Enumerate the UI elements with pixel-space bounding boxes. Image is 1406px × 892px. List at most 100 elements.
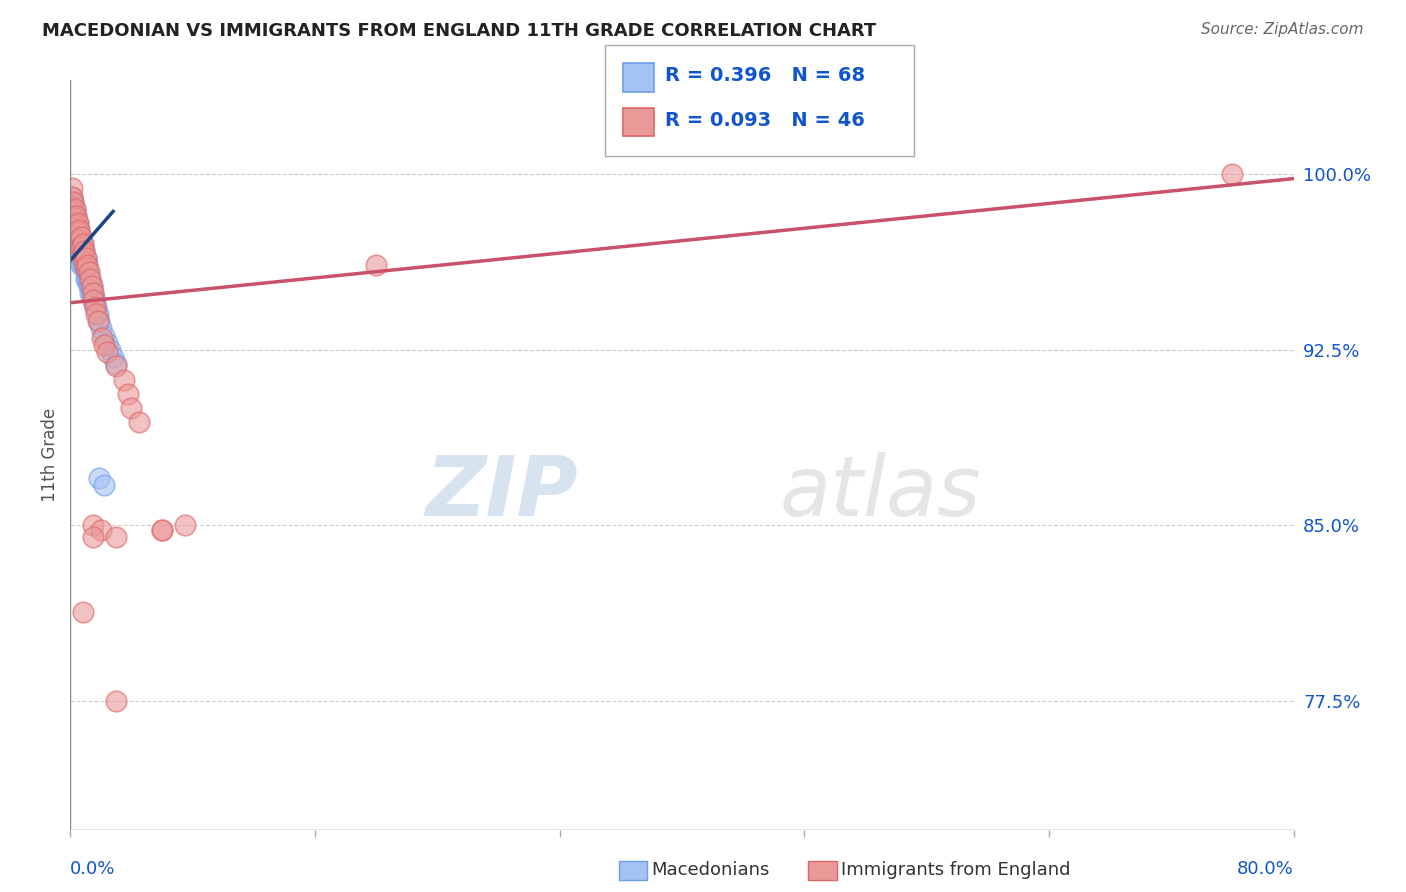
Point [79,272,101,286]
Point [62,194,84,209]
Point [83,301,105,315]
Point [105,357,128,371]
Point [66,216,89,230]
Point [65,216,87,230]
Point [82,286,104,301]
Point [69,244,91,259]
Point [89,314,111,328]
Point [62,204,84,219]
Point [69,237,91,252]
Point [73,253,96,268]
Point [117,387,139,401]
Point [70,239,93,253]
Point [60,181,83,195]
Point [60,200,83,214]
Point [66,226,89,240]
Point [62,209,84,223]
Point [89,471,111,485]
Point [79,272,101,286]
Point [63,209,86,223]
Point [75,258,97,272]
Point [60,190,83,204]
Point [60,202,83,216]
Point [121,401,143,415]
Text: MACEDONIAN VS IMMIGRANTS FROM ENGLAND 11TH GRADE CORRELATION CHART: MACEDONIAN VS IMMIGRANTS FROM ENGLAND 11… [42,22,876,40]
Point [150,523,173,537]
Y-axis label: 11th Grade: 11th Grade [41,408,59,502]
Point [105,530,128,544]
Text: Macedonians: Macedonians [651,861,769,879]
Point [63,216,86,230]
Point [70,251,93,265]
Point [76,272,98,286]
Point [63,223,86,237]
Text: Immigrants from England: Immigrants from England [841,861,1070,879]
Point [83,301,105,315]
Point [73,258,96,272]
Point [65,230,87,244]
Point [77,279,100,293]
Point [69,223,91,237]
Point [60,209,83,223]
Point [79,279,101,293]
Point [70,230,93,244]
Text: 0.0%: 0.0% [70,860,115,878]
Point [96,344,118,359]
Point [69,230,91,244]
Point [76,258,98,272]
Point [63,202,86,216]
Point [70,244,93,259]
Point [84,301,107,315]
Point [66,223,89,237]
Point [82,293,104,308]
Point [75,260,97,275]
Point [87,314,110,328]
Point [72,251,94,265]
Point [79,286,101,301]
Point [174,518,197,533]
Point [93,328,115,343]
Point [128,415,150,429]
Point [101,350,124,364]
Point [73,244,96,259]
Point [60,194,83,209]
Point [65,223,87,237]
Point [80,279,103,293]
Point [82,530,104,544]
Point [66,230,89,244]
Point [150,523,173,537]
Point [82,286,104,301]
Point [66,237,89,252]
Point [60,190,83,204]
Point [72,237,94,252]
Point [65,209,87,223]
Point [62,202,84,216]
Point [366,258,388,272]
Text: R = 0.396   N = 68: R = 0.396 N = 68 [665,66,865,86]
Point [62,223,84,237]
Point [70,230,93,244]
Point [75,272,97,286]
Point [65,209,87,223]
Point [87,307,110,322]
Text: Source: ZipAtlas.com: Source: ZipAtlas.com [1201,22,1364,37]
Point [80,279,103,293]
Point [1220,167,1243,181]
Point [76,265,98,279]
Point [93,478,115,492]
Point [70,258,93,272]
Text: 80.0%: 80.0% [1237,860,1294,878]
Point [73,251,96,265]
Point [69,242,91,256]
Point [98,343,121,357]
Point [75,251,97,265]
Point [93,338,115,352]
Point [76,258,98,272]
Point [112,373,135,387]
Point [72,258,94,272]
Point [62,194,84,209]
Point [80,286,103,301]
Point [72,237,94,252]
Point [75,265,97,279]
Point [82,293,104,308]
